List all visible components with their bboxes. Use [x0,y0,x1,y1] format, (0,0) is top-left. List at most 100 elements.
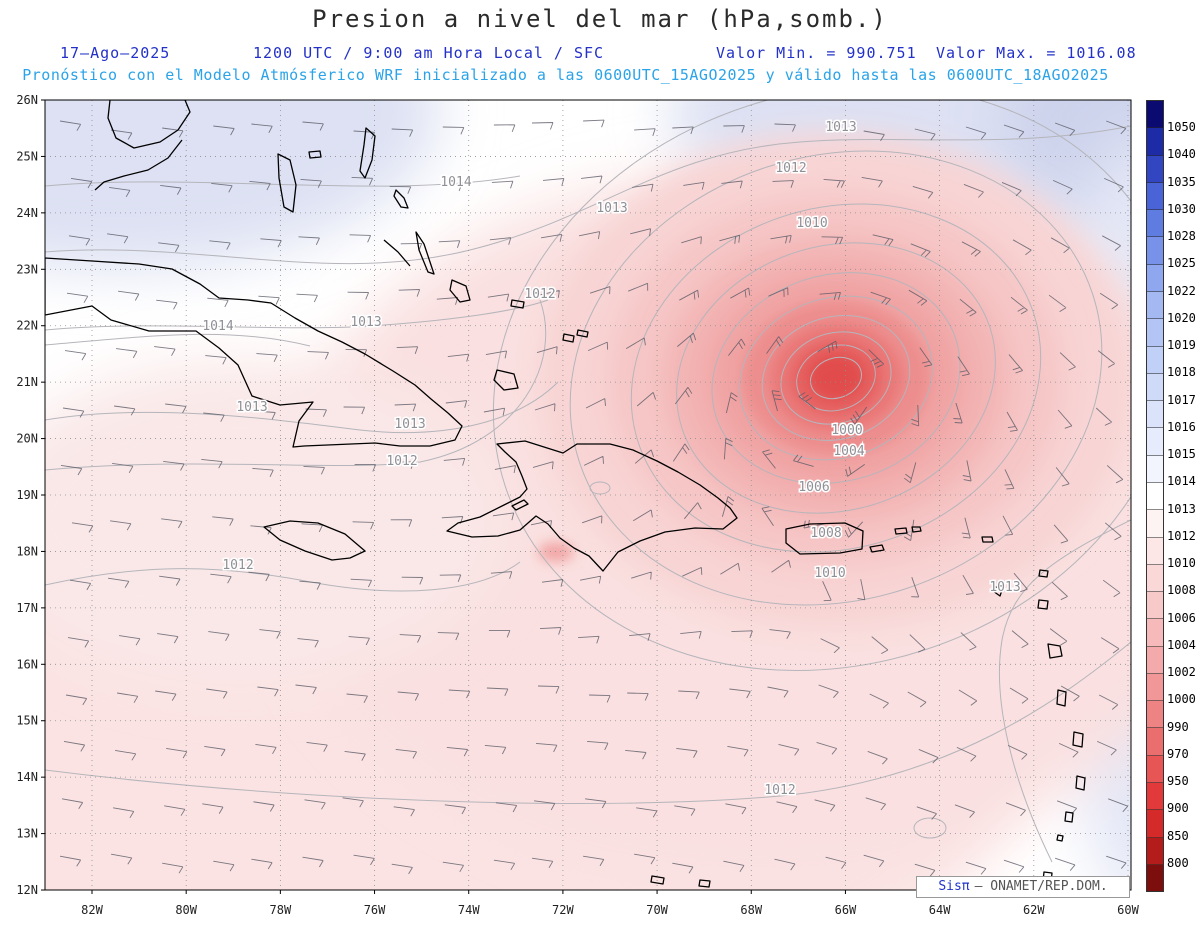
island-mayaguana [510,299,525,309]
island-virgin-2 [911,526,922,533]
island-antigua [1037,599,1049,610]
colorbar-label: 990 [1167,719,1189,734]
colorbar-segment [1147,646,1163,674]
coastline-jamaica [263,520,366,561]
lat-tick-label: 23N [16,262,38,276]
wind-barbs [59,119,1129,877]
colorbar-segment [1147,701,1163,729]
island-crooked-acklins [449,279,471,303]
contour-1013-mid [45,381,559,433]
lon-tick-label: 82W [81,903,103,917]
lat-tick-label: 19N [16,488,38,502]
colorbar-segment [1147,837,1163,865]
colorbar-label: 1000 [1167,692,1196,707]
colorbar-segment [1147,401,1163,429]
colorbar-label: 1014 [1167,474,1196,489]
colorbar-segment [1147,455,1163,483]
contour-label: 1013 [394,417,425,432]
colorbar-segment [1147,864,1163,892]
contour-label: 1014 [440,175,471,190]
colorbar-segment [1147,264,1163,292]
colorbar-segment [1147,755,1163,784]
island-caicos [576,329,589,338]
value-max-label: Valor Max. = 1016.08 [936,44,1137,62]
contour-ring [676,242,996,514]
island-guadeloupe [1047,643,1063,659]
coastline-puerto-rico [785,522,864,555]
contour-closed-lake [589,481,611,495]
contour-1012-south [45,641,1131,805]
colorbar-label: 1017 [1167,392,1196,407]
contour-1014-west [45,333,311,347]
contour-ring [780,331,892,425]
contour-lines [45,100,1131,863]
island-new-providence [308,150,322,159]
island-martinique [1072,731,1084,748]
contour-label: 1013 [350,315,381,330]
colorbar-segment [1147,346,1163,374]
island-st-martin [981,536,994,543]
colorbar-segment [1147,537,1163,565]
contour-label: 1013 [825,120,856,135]
contour-label: 1012 [524,287,555,302]
island-florida-keys [94,139,183,191]
colorbar-label: 1022 [1167,283,1196,298]
colorbar-segment [1147,619,1163,647]
colorbar-segment [1147,673,1163,702]
colorbar-label: 1012 [1167,528,1196,543]
lon-tick-label: 74W [458,903,480,917]
island-long [415,231,435,275]
graticule [45,100,1131,890]
colorbar-segment [1147,592,1163,620]
island-grenadines [1056,834,1064,842]
value-min-label: Valor Min. = 990.751 [716,44,917,62]
contour-label: 1013 [596,201,627,216]
lat-tick-label: 26N [16,93,38,107]
lon-tick-label: 64W [929,903,951,917]
lon-tick-label: 68W [740,903,762,917]
contour-label: 1012 [386,454,417,469]
island-inagua [493,369,519,391]
colorbar-label: 1002 [1167,665,1196,680]
lat-tick-label: 25N [16,149,38,163]
lat-tick-label: 15N [16,714,38,728]
colorbar-label: 1015 [1167,447,1196,462]
colorbar-label: 950 [1167,774,1189,789]
contour-1014-nw [45,175,521,187]
shading-spot-barahona [538,542,574,562]
contour-label: 1013 [989,580,1020,595]
contour-label: 1010 [814,566,845,581]
contour-label: 1004 [833,444,864,459]
lon-tick-label: 66W [835,903,857,917]
lat-tick-label: 20N [16,432,38,446]
colorbar-label: 1016 [1167,419,1196,434]
chart-title: Presion a nivel del mar (hPa,somb.) [312,5,888,33]
lat-tick-label: 16N [16,657,38,671]
island-st-vincent [1064,811,1074,823]
contour-closed-blob [913,817,947,839]
header-meta-row: 17–Ago–2025 1200 UTC / 9:00 am Hora Loca… [0,44,1136,64]
shading-low-west [45,360,500,680]
lon-tick-label: 80W [175,903,197,917]
colorbar-label: 1025 [1167,256,1196,271]
colorbar-segment [1147,510,1163,538]
colorbar-segment [1147,783,1163,811]
contour-ring [711,272,961,484]
coastline-cuba [45,257,463,448]
contour-ring [761,315,911,441]
colorbar-label: 1018 [1167,365,1196,380]
lon-tick-label: 76W [364,903,386,917]
island-vieques [869,544,885,553]
colorbar-label: 1019 [1167,338,1196,353]
island-gonave [511,499,529,511]
colorbar-segment [1147,319,1163,347]
credit-brand: Sis [938,879,962,894]
coastline-hispaniola [446,440,738,572]
contour-ring [630,203,1042,553]
colorbar-label: 1006 [1167,610,1196,625]
contour-label: 1008 [810,526,841,541]
lat-tick-label: 22N [16,319,38,333]
contour-label-layer: 1013 1012 1014 1013 1010 1012 1013 1014 1013 1013… [201,119,1022,800]
